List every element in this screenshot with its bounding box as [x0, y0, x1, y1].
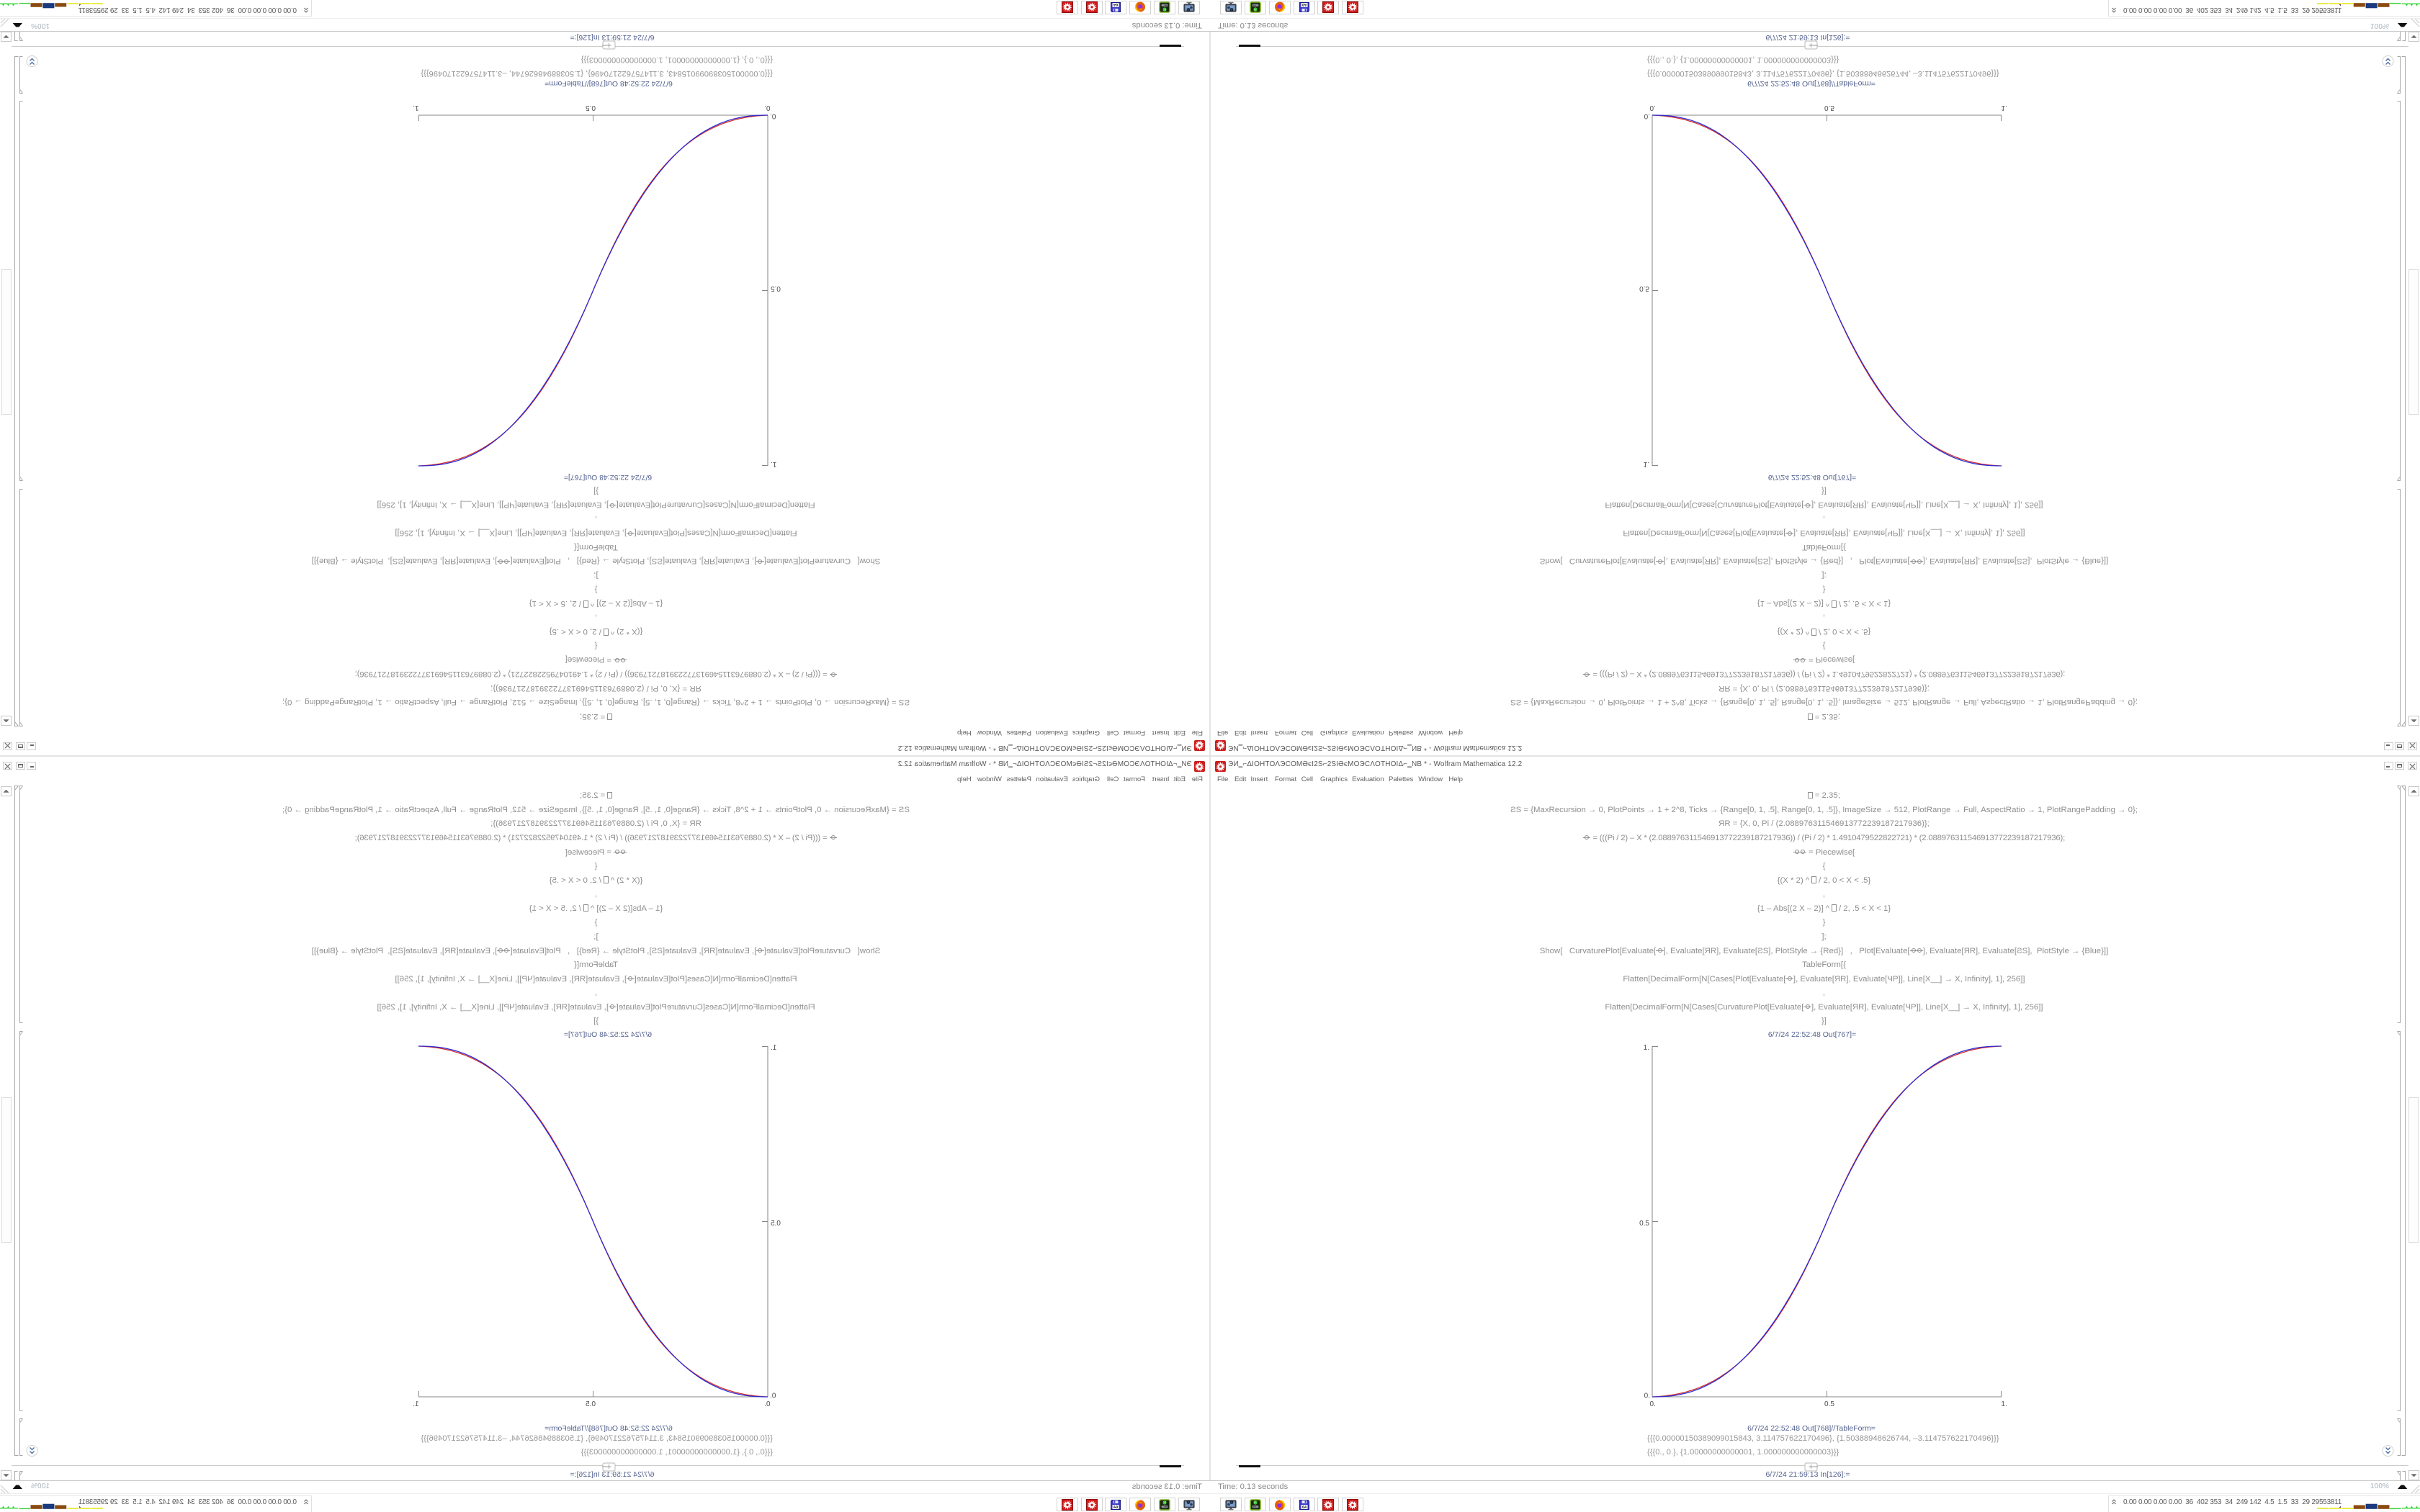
svg-text:1.: 1. — [2001, 104, 2007, 112]
svg-text:0.5: 0.5 — [1639, 284, 1649, 292]
svg-text:0.: 0. — [764, 1400, 770, 1408]
svg-text:0.: 0. — [764, 104, 770, 112]
svg-text:64: 64 — [1114, 1506, 1119, 1510]
svg-text:0.5: 0.5 — [586, 104, 596, 112]
svg-text:1.: 1. — [1644, 460, 1649, 468]
svg-text:64: 64 — [1302, 1506, 1307, 1510]
svg-text:0.: 0. — [1650, 104, 1656, 112]
svg-text:0.5: 0.5 — [1824, 104, 1834, 112]
svg-text:0.5: 0.5 — [1639, 1220, 1649, 1228]
svg-text:0.: 0. — [1644, 112, 1650, 120]
svg-text:0.: 0. — [1650, 1400, 1656, 1408]
svg-text:0.5: 0.5 — [771, 284, 781, 292]
svg-text:1.: 1. — [413, 1400, 418, 1408]
svg-text:0.5: 0.5 — [771, 1220, 781, 1228]
svg-text:0.: 0. — [770, 112, 776, 120]
svg-text:64: 64 — [1302, 3, 1307, 7]
svg-text:1.: 1. — [413, 104, 418, 112]
svg-text:1.: 1. — [1644, 1044, 1649, 1052]
svg-text:0.: 0. — [770, 1392, 776, 1400]
svg-text:0.5: 0.5 — [1824, 1400, 1834, 1408]
svg-text:64: 64 — [1114, 3, 1119, 7]
svg-text:1.: 1. — [771, 1044, 776, 1052]
svg-text:0.5: 0.5 — [586, 1400, 596, 1408]
svg-text:0.: 0. — [1644, 1392, 1650, 1400]
svg-text:1.: 1. — [2001, 1400, 2007, 1408]
svg-text:1.: 1. — [771, 460, 776, 468]
